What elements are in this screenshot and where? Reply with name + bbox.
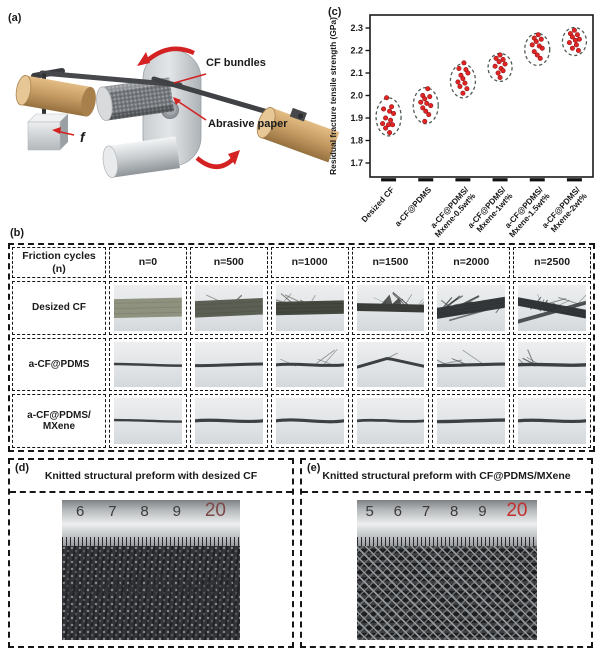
micro-cell: [109, 394, 187, 448]
ruler-number: 7: [108, 502, 117, 520]
left-roller: [15, 75, 96, 117]
micro-cell: [270, 337, 349, 392]
svg-text:2.2: 2.2: [350, 46, 363, 56]
panel-d-title: Knitted structural preform with desized …: [44, 469, 258, 482]
abrasive-roller: [96, 77, 175, 121]
ruler-number: 8: [450, 502, 459, 520]
knit-texture-mxene: [356, 545, 537, 640]
ruler-number: 6: [76, 502, 85, 520]
table-header-cycle: n=500: [189, 247, 268, 278]
panel-e-body: 5 6 7 8 9 20: [302, 493, 591, 646]
svg-text:Desized CF: Desized CF: [360, 185, 396, 224]
panel-a-label: (a): [8, 12, 22, 24]
svg-text:a-CF@PDMS/Mxene-2wt%: a-CF@PDMS/Mxene-2wt%: [540, 185, 589, 237]
micro-cell: [432, 394, 511, 448]
preform-photo-desized: 6 7 8 9 20: [62, 499, 240, 640]
cf-bundles-annotation: CF bundles: [206, 57, 266, 69]
friction-cycle-table: Friction cycles (n) n=0 n=500 n=1000 n=1500 n=…: [8, 243, 595, 452]
ruler-ticks: [62, 536, 240, 546]
panel-e-title: Knitted structural preform with CF@PDMS/…: [322, 469, 571, 482]
rotation-arrow-bottom: [195, 150, 240, 169]
row-label: a-CF@PDMS: [12, 337, 106, 392]
micro-cell: [513, 394, 591, 448]
steel-roller: [102, 136, 180, 179]
force-annotation: f: [80, 129, 85, 145]
panel-e-label: (e): [307, 462, 321, 474]
ruler-number: 20: [204, 499, 226, 521]
ruler-number: 6: [393, 502, 403, 520]
ruler-number: 5: [365, 502, 374, 520]
ruler-number: 8: [140, 502, 149, 520]
tensile-strength-chart: 1.7 1.8 1.9 2.0 2.1 2.2 2.3 Residual fracture t…: [328, 14, 594, 239]
micro-cell: [432, 337, 511, 392]
micro-cell: [109, 281, 187, 335]
ruler-number: 9: [172, 502, 181, 520]
svg-text:2.3: 2.3: [350, 23, 363, 33]
micro-cell: [351, 337, 430, 392]
table-header-cycle: n=1500: [351, 247, 430, 278]
micro-cell: [270, 281, 349, 335]
micro-cell: [270, 394, 349, 448]
row-label: Desized CF: [12, 281, 106, 335]
table-header-cycle: n=2000: [432, 247, 511, 278]
panel-d-header: (d) Knitted structural preform with desi…: [10, 460, 292, 493]
table-header-friction-cycles: Friction cycles (n): [12, 247, 106, 278]
svg-text:1.9: 1.9: [350, 113, 363, 123]
micro-cell: [189, 337, 268, 392]
row-label: a-CF@PDMS/MXene: [12, 394, 106, 448]
knit-texture-desized: [62, 545, 240, 640]
svg-text:1.8: 1.8: [350, 136, 363, 146]
ruler-number: 9: [478, 502, 487, 520]
rotation-arrow-top: [137, 46, 195, 66]
ruler-number: 7: [421, 502, 431, 520]
micro-cell: [189, 281, 268, 335]
panel-d-label: (d): [15, 462, 30, 474]
svg-text:2.1: 2.1: [350, 68, 363, 78]
micro-cell: [351, 394, 430, 448]
abrasion-rig-illustration: [15, 46, 340, 179]
svg-text:Residual fracture tensile stre: Residual fracture tensile strength (GPa): [328, 17, 338, 175]
annotation-pointers: [52, 73, 207, 136]
micro-cell: [513, 281, 591, 335]
preform-photo-mxene: 5 6 7 8 9 20: [356, 499, 537, 640]
micro-cell: [109, 337, 187, 392]
micro-cell: [432, 281, 511, 335]
svg-text:2.0: 2.0: [350, 91, 363, 101]
table-header-cycle: n=2500: [513, 247, 591, 278]
panel-d-body: 6 7 8 9 20: [10, 493, 292, 646]
panel-c-label: (c): [328, 6, 342, 18]
panel-b-label: (b): [10, 227, 25, 239]
ruler-mxene: 5 6 7 8 9 20: [356, 499, 537, 546]
svg-text:1.7: 1.7: [350, 158, 363, 168]
ruler-desized: 6 7 8 9 20: [62, 499, 240, 546]
panel-e: (e) Knitted structural preform with CF@P…: [300, 458, 593, 648]
svg-text:a-CF@PDMS: a-CF@PDMS: [393, 185, 433, 228]
table-header-cycle: n=0: [109, 247, 187, 278]
svg-text:a-CF@PDMS/Mxene-0.5wt%: a-CF@PDMS/Mxene-0.5wt%: [426, 185, 478, 239]
right-roller: [256, 107, 340, 163]
frayed-fibers: [62, 571, 240, 594]
table-header-cycle: n=1000: [270, 247, 349, 278]
ruler-number: 20: [506, 499, 528, 521]
panel-d: (d) Knitted structural preform with desi…: [8, 458, 294, 648]
abrasive-paper-annotation: Abrasive paper: [208, 118, 288, 130]
micro-cell: [351, 281, 430, 335]
micro-cell: [513, 337, 591, 392]
micro-cell: [189, 394, 268, 448]
panel-e-header: (e) Knitted structural preform with CF@P…: [302, 460, 591, 493]
ruler-ticks: [356, 536, 537, 546]
